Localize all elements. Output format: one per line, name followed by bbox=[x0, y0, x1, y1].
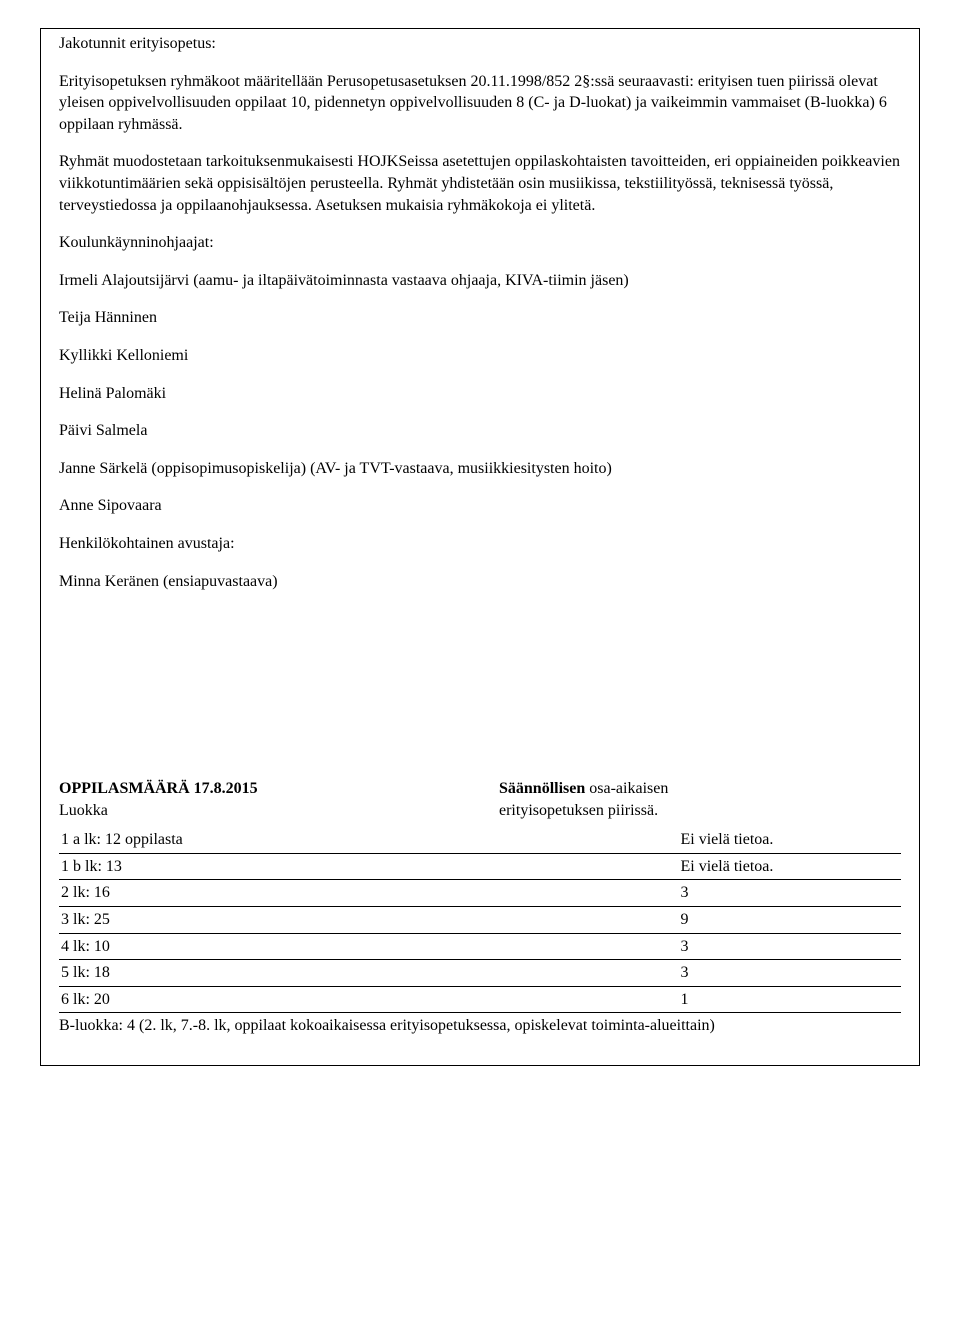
count-right-title-bold: Säännöllisen bbox=[499, 780, 585, 797]
section1-paragraph-1: Erityisopetuksen ryhmäkoot määritellään … bbox=[59, 71, 901, 136]
count-header-left: OPPILASMÄÄRÄ 17.8.2015 Luokka bbox=[59, 778, 499, 821]
count-row: 4 lk: 103 bbox=[59, 933, 901, 960]
document-frame: Jakotunnit erityisopetus: Erityisopetuks… bbox=[40, 28, 920, 1066]
count-row-label: 3 lk: 25 bbox=[59, 907, 531, 934]
count-row-value: 3 bbox=[531, 880, 901, 907]
count-row-label: 5 lk: 18 bbox=[59, 960, 531, 987]
count-row: 3 lk: 259 bbox=[59, 907, 901, 934]
count-header-right: Säännöllisen osa-aikaisen erityisopetuks… bbox=[499, 778, 901, 821]
section1-paragraph-2: Ryhmät muodostetaan tarkoituksenmukaises… bbox=[59, 151, 901, 216]
count-table: 1 a lk: 12 oppilastaEi vielä tietoa.1 b … bbox=[59, 827, 901, 1013]
count-row: 5 lk: 183 bbox=[59, 960, 901, 987]
assistant-person-3: Kyllikki Kelloniemi bbox=[59, 345, 901, 367]
count-right-title: Säännöllisen osa-aikaisen bbox=[499, 778, 901, 800]
assistant-person-7: Anne Sipovaara bbox=[59, 495, 901, 517]
count-row-value: Ei vielä tietoa. bbox=[531, 853, 901, 880]
section1-title: Jakotunnit erityisopetus: bbox=[59, 33, 901, 55]
count-row-value: 3 bbox=[531, 960, 901, 987]
count-row-label: 1 a lk: 12 oppilasta bbox=[59, 827, 531, 853]
assistant-person-1: Irmeli Alajoutsijärvi (aamu- ja iltapäiv… bbox=[59, 270, 901, 292]
section2-title: Koulunkäynninohjaajat: bbox=[59, 232, 901, 254]
count-row-value: Ei vielä tietoa. bbox=[531, 827, 901, 853]
count-row: 2 lk: 163 bbox=[59, 880, 901, 907]
assistant-person-6: Janne Särkelä (oppisopimusopiskelija) (A… bbox=[59, 458, 901, 480]
assistant-person-5: Päivi Salmela bbox=[59, 420, 901, 442]
section3-title: Henkilökohtainen avustaja: bbox=[59, 533, 901, 555]
count-subtitle: Luokka bbox=[59, 800, 499, 822]
count-row-value: 9 bbox=[531, 907, 901, 934]
count-right-sub: erityisopetuksen piirissä. bbox=[499, 800, 901, 822]
count-right-title-rest: osa-aikaisen bbox=[585, 780, 668, 797]
count-row-label: 2 lk: 16 bbox=[59, 880, 531, 907]
count-row-label: 6 lk: 20 bbox=[59, 986, 531, 1013]
assistant-person-4: Helinä Palomäki bbox=[59, 383, 901, 405]
count-row-value: 3 bbox=[531, 933, 901, 960]
count-header-row: OPPILASMÄÄRÄ 17.8.2015 Luokka Säännöllis… bbox=[59, 778, 901, 821]
count-row-label: 1 b lk: 13 bbox=[59, 853, 531, 880]
vertical-spacer bbox=[59, 608, 901, 778]
count-row: 6 lk: 201 bbox=[59, 986, 901, 1013]
count-row: 1 b lk: 13Ei vielä tietoa. bbox=[59, 853, 901, 880]
count-note: B-luokka: 4 (2. lk, 7.-8. lk, oppilaat k… bbox=[59, 1015, 901, 1037]
assistant-person-2: Teija Hänninen bbox=[59, 307, 901, 329]
count-row-value: 1 bbox=[531, 986, 901, 1013]
count-row-label: 4 lk: 10 bbox=[59, 933, 531, 960]
personal-assistant-1: Minna Keränen (ensiapuvastaava) bbox=[59, 571, 901, 593]
count-title: OPPILASMÄÄRÄ 17.8.2015 bbox=[59, 778, 499, 800]
count-row: 1 a lk: 12 oppilastaEi vielä tietoa. bbox=[59, 827, 901, 853]
